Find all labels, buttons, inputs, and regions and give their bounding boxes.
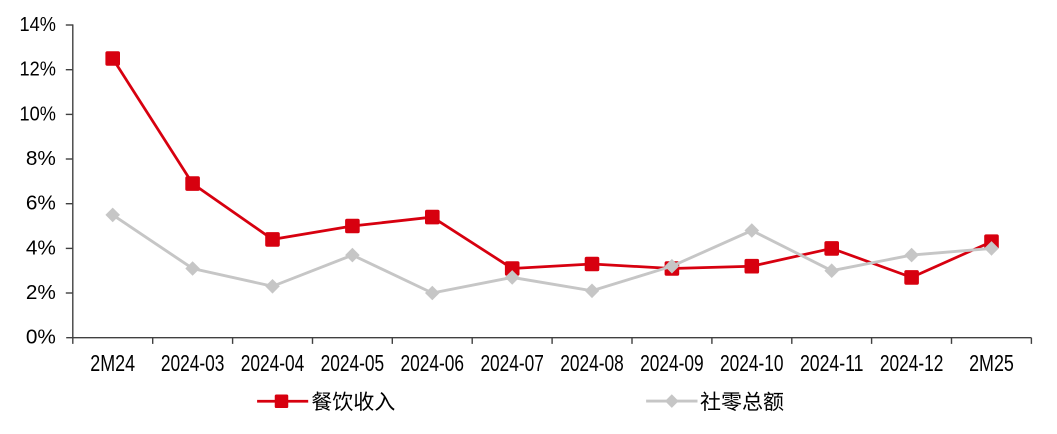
svg-text:2024-04: 2024-04 <box>241 350 305 376</box>
svg-text:2%: 2% <box>26 281 56 304</box>
svg-text:10%: 10% <box>20 102 56 125</box>
svg-text:2024-03: 2024-03 <box>161 350 225 376</box>
svg-text:0%: 0% <box>26 326 56 349</box>
svg-text:2024-09: 2024-09 <box>640 350 704 376</box>
svg-text:6%: 6% <box>26 192 56 215</box>
svg-text:2M25: 2M25 <box>969 350 1014 376</box>
svg-text:2024-10: 2024-10 <box>720 350 784 376</box>
svg-text:2024-07: 2024-07 <box>480 350 544 376</box>
svg-text:2024-05: 2024-05 <box>321 350 385 376</box>
svg-text:4%: 4% <box>26 236 56 259</box>
svg-text:2024-11: 2024-11 <box>800 350 864 376</box>
svg-text:2024-06: 2024-06 <box>401 350 465 376</box>
svg-text:8%: 8% <box>26 147 56 170</box>
svg-text:2M24: 2M24 <box>90 350 135 376</box>
svg-text:2024-08: 2024-08 <box>560 350 624 376</box>
svg-text:14%: 14% <box>20 13 56 36</box>
svg-text:12%: 12% <box>20 58 56 81</box>
svg-text:2024-12: 2024-12 <box>880 350 944 376</box>
